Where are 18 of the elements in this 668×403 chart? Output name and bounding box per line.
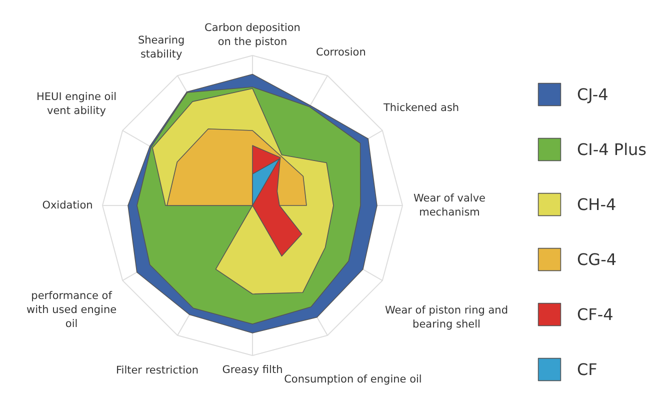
- spoke-label: Shearing stability: [138, 34, 185, 60]
- spoke-label: Wear of valve mechanism: [413, 192, 486, 218]
- spoke-label: Corrosion: [316, 46, 366, 58]
- spoke-label: Thickened ash: [382, 102, 460, 114]
- spoke-label: Wear of piston ring and bearing shell: [384, 304, 508, 330]
- spoke-label: Consumption of engine oil: [284, 373, 422, 386]
- legend-label: CF: [577, 360, 598, 378]
- spoke-label: Oxidation: [42, 200, 93, 212]
- spoke-label: Greasy filth: [222, 364, 283, 376]
- legend-label: CF-4: [577, 304, 614, 324]
- spoke-label: HEUI engine oil vent ability: [36, 90, 117, 117]
- legend-label: CH-4: [577, 194, 616, 214]
- legend-label: CJ-4: [577, 84, 608, 104]
- legend-label: CI-4 Plus: [577, 140, 646, 158]
- spoke-label: Carbon deposition on the piston: [204, 22, 300, 48]
- spoke-label: Filter restriction: [116, 364, 199, 376]
- spoke-label: performance of with used engine oil: [26, 290, 117, 330]
- legend-label: CG-4: [577, 250, 617, 268]
